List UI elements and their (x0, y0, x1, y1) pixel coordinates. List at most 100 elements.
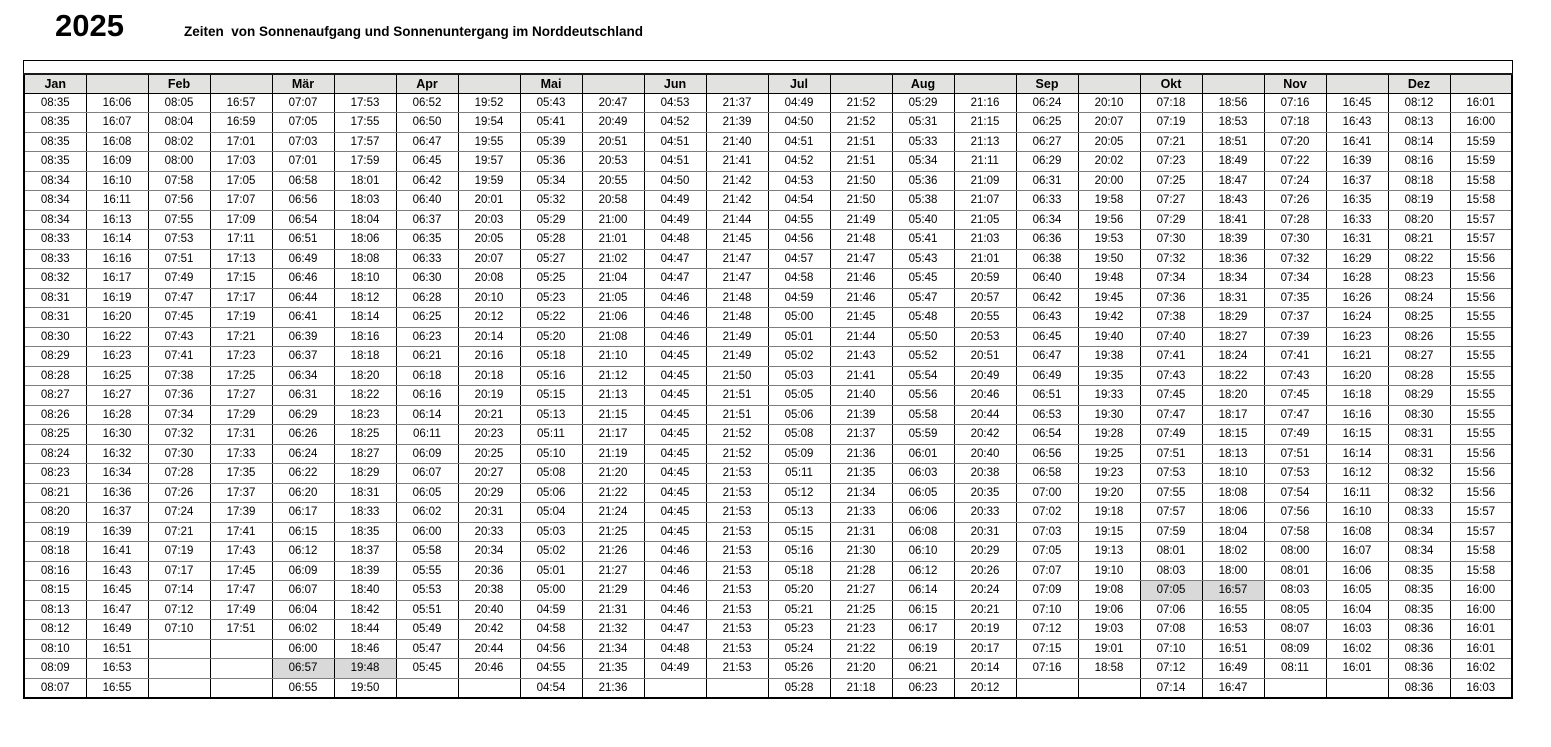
sunrise-cell: 08:31 (23, 307, 87, 328)
sunrise-cell: 08:30 (1387, 404, 1451, 425)
sunset-cell: 21:00 (581, 209, 645, 230)
spacer-band (23, 60, 1513, 73)
sunrise-cell: 07:20 (1263, 131, 1327, 152)
sunset-cell: 16:47 (1201, 677, 1265, 698)
sunset-cell (1077, 677, 1141, 698)
table-row: 08:31 16:19 07:47 17:17 06:44 18:12 06:28 20:10… (23, 287, 1513, 308)
sunrise-cell: 08:25 (1387, 307, 1451, 328)
sunset-cell: 16:07 (85, 112, 149, 133)
sunset-cell: 18:02 (1201, 541, 1265, 562)
sunset-cell: 19:53 (1077, 229, 1141, 250)
sunrise-cell: 06:09 (395, 443, 459, 464)
sunrise-cell: 05:58 (891, 404, 955, 425)
sunset-cell (705, 677, 769, 698)
sunset-cell: 19:55 (457, 131, 521, 152)
sunset-cell: 20:12 (457, 307, 521, 328)
table-row: 08:27 16:27 07:36 17:27 06:31 18:22 06:16 20:19… (23, 385, 1513, 406)
sunset-cell: 21:52 (829, 112, 893, 133)
page-title-year: 2025 (55, 8, 124, 43)
sunrise-cell: 07:10 (147, 619, 211, 640)
sunrise-cell: 07:07 (1015, 560, 1079, 581)
table-row: 08:28 16:25 07:38 17:25 06:34 18:20 06:18 20:18… (23, 365, 1513, 386)
sunset-cell: 21:01 (581, 229, 645, 250)
sunset-cell: 21:10 (581, 346, 645, 367)
sunrise-cell: 04:50 (643, 170, 707, 191)
sunset-cell: 16:07 (1325, 541, 1389, 562)
month-header-okt: Okt (1139, 73, 1203, 94)
sunrise-cell: 04:45 (643, 502, 707, 523)
sunrise-cell: 08:27 (23, 385, 87, 406)
sunrise-cell: 04:54 (519, 677, 583, 698)
sunrise-cell: 06:45 (395, 151, 459, 172)
sunset-cell: 15:58 (1449, 190, 1513, 211)
sunrise-cell: 07:36 (1139, 287, 1203, 308)
month-header-blank (333, 73, 397, 94)
sunrise-cell (147, 638, 211, 659)
sunrise-cell: 07:41 (1139, 346, 1203, 367)
sunrise-cell: 08:35 (23, 92, 87, 113)
sunrise-cell: 06:09 (271, 560, 335, 581)
sunset-cell: 19:42 (1077, 307, 1141, 328)
sunset-cell: 21:53 (705, 502, 769, 523)
sunrise-cell: 06:01 (891, 443, 955, 464)
sunrise-cell: 07:18 (1139, 92, 1203, 113)
sunset-cell: 17:23 (209, 346, 273, 367)
sunset-cell: 17:55 (333, 112, 397, 133)
sunset-cell: 19:54 (457, 112, 521, 133)
sunset-cell: 20:57 (953, 287, 1017, 308)
sunrise-cell: 05:55 (395, 560, 459, 581)
sunset-cell: 17:03 (209, 151, 273, 172)
sunset-cell: 20:34 (457, 541, 521, 562)
sunrise-cell: 05:21 (767, 599, 831, 620)
sunrise-cell: 05:26 (767, 658, 831, 679)
sunset-cell: 18:04 (1201, 521, 1265, 542)
sunrise-cell: 08:35 (1387, 560, 1451, 581)
sunrise-cell: 06:02 (271, 619, 335, 640)
sunset-cell: 20:23 (457, 424, 521, 445)
sunrise-cell (147, 658, 211, 679)
sunrise-cell: 04:45 (643, 463, 707, 484)
sunset-cell: 18:03 (333, 190, 397, 211)
sunrise-cell: 07:43 (147, 326, 211, 347)
sunrise-cell: 08:01 (1263, 560, 1327, 581)
sunrise-cell: 08:25 (23, 424, 87, 445)
sunset-cell: 21:40 (829, 385, 893, 406)
sunrise-cell: 08:01 (1139, 541, 1203, 562)
sunset-cell: 15:57 (1449, 502, 1513, 523)
sunset-cell: 19:59 (457, 170, 521, 191)
sunrise-cell: 07:51 (1263, 443, 1327, 464)
sunset-cell: 18:46 (333, 638, 397, 659)
sunrise-cell: 07:35 (1263, 287, 1327, 308)
sunrise-cell: 08:34 (1387, 521, 1451, 542)
sunrise-cell: 07:47 (1263, 404, 1327, 425)
sunrise-cell: 05:29 (891, 92, 955, 113)
sunrise-cell: 04:45 (643, 482, 707, 503)
sunrise-cell: 07:07 (271, 92, 335, 113)
sunset-cell: 16:59 (209, 112, 273, 133)
sunset-cell: 18:23 (333, 404, 397, 425)
sunset-cell: 17:05 (209, 170, 273, 191)
table-wrap: Jan Feb Mär Apr Mai Jun Jul Aug Sep Okt Nov Dez 08:… (23, 60, 1513, 699)
sunrise-cell: 07:30 (1263, 229, 1327, 250)
sunset-cell: 19:06 (1077, 599, 1141, 620)
sunrise-cell: 06:25 (395, 307, 459, 328)
sunrise-cell: 08:35 (1387, 580, 1451, 601)
sunrise-cell: 06:31 (271, 385, 335, 406)
sunset-cell: 16:16 (85, 248, 149, 269)
month-header-blank (581, 73, 645, 94)
table-row: 08:31 16:20 07:45 17:19 06:41 18:14 06:25 20:12… (23, 307, 1513, 328)
sunrise-cell: 05:50 (891, 326, 955, 347)
sunset-cell: 18:00 (1201, 560, 1265, 581)
sunrise-cell: 05:38 (891, 190, 955, 211)
sunrise-cell: 06:54 (271, 209, 335, 230)
table-head: Jan Feb Mär Apr Mai Jun Jul Aug Sep Okt Nov Dez (23, 73, 1513, 94)
sunset-cell: 17:31 (209, 424, 273, 445)
sunset-cell: 17:45 (209, 560, 273, 581)
sunset-cell: 17:29 (209, 404, 273, 425)
sunset-cell: 18:20 (333, 365, 397, 386)
sunset-cell (457, 677, 521, 698)
sunset-cell: 20:40 (953, 443, 1017, 464)
sunset-cell: 21:27 (581, 560, 645, 581)
sunrise-cell: 04:49 (643, 209, 707, 230)
sunset-cell: 17:57 (333, 131, 397, 152)
